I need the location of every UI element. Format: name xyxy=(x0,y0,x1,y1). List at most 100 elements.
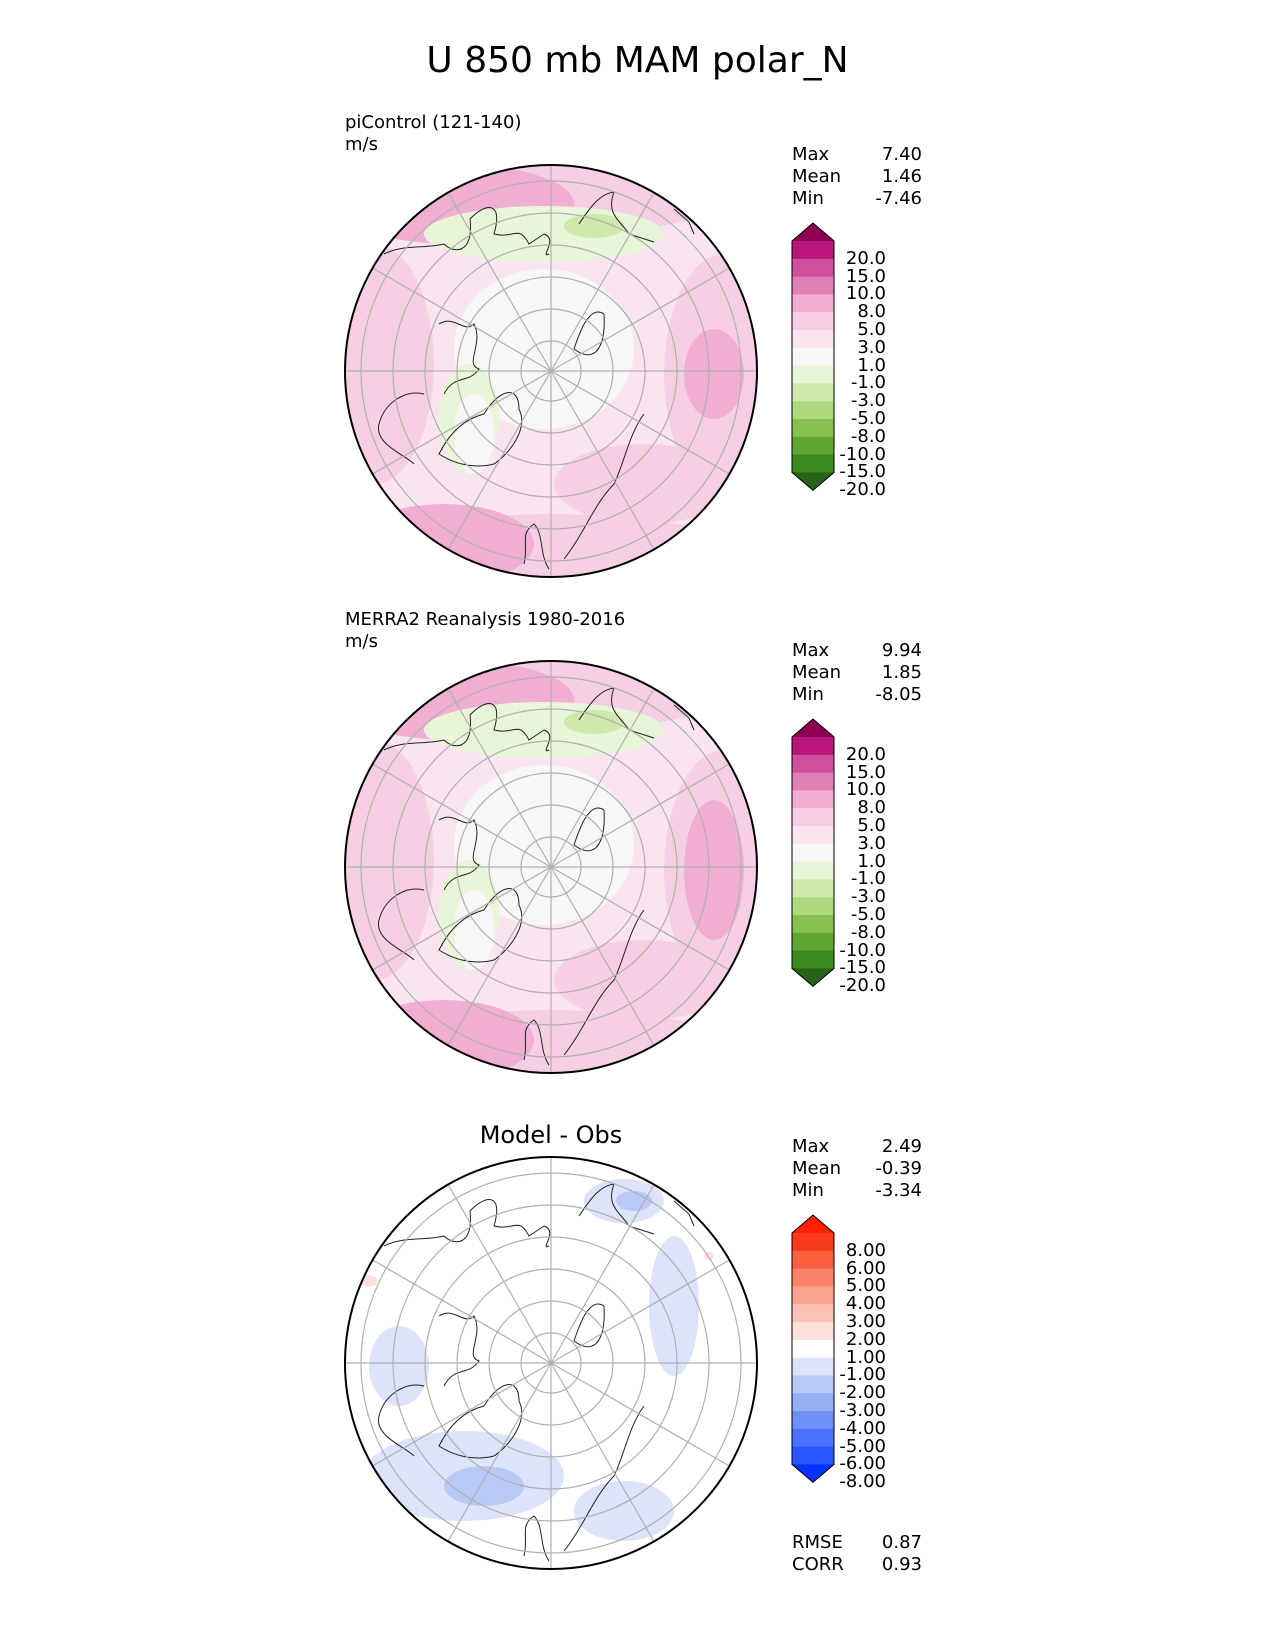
colorbar-tick-label: 3.0 xyxy=(857,832,886,854)
colorbar-tick-label: 20.0 xyxy=(845,743,886,765)
colorbar-segment xyxy=(792,383,834,402)
coastline xyxy=(673,208,695,235)
colorbar-tick-label: -1.0 xyxy=(850,868,886,890)
coastline xyxy=(523,1019,550,1066)
coastline xyxy=(438,1312,480,1387)
panel-2-units: m/s xyxy=(345,631,378,652)
colorbar-segment xyxy=(792,419,834,438)
colorbar-segment xyxy=(792,932,834,951)
colorbar-tick-label: 5.0 xyxy=(857,815,886,836)
panel-3-rmse: RMSE 0.87 xyxy=(792,1532,922,1553)
meridian-line xyxy=(550,1362,730,1467)
colorbar-segment xyxy=(792,401,834,420)
colorbar-tick-label: 3.00 xyxy=(845,1311,886,1332)
colorbar-tick-label: 10.0 xyxy=(845,779,886,801)
colorbar-segment xyxy=(792,1250,834,1269)
coastline xyxy=(378,392,425,465)
colorbar-segment xyxy=(792,737,834,756)
coastline xyxy=(438,392,523,467)
colorbar-tick-label: 1.0 xyxy=(857,354,886,376)
panel-1-stat-max: Max 7.40 xyxy=(792,144,922,165)
panel-1-colorbar xyxy=(791,222,835,492)
panel-1-stat-min: Min -7.46 xyxy=(792,188,922,209)
meridian-line xyxy=(372,866,552,971)
colorbar-tick-label: -1.0 xyxy=(850,372,886,394)
colorbar-extend-bottom xyxy=(792,472,834,491)
panel-1-stat-mean: Mean 1.46 xyxy=(792,166,922,187)
panel-3-corr: CORR 0.93 xyxy=(792,1554,922,1575)
meridian-line xyxy=(372,370,552,475)
colorbar-tick-label: -15.0 xyxy=(839,957,886,979)
panel-2-stat-min: Min -8.05 xyxy=(792,684,922,705)
colorbar-tick-label: -5.0 xyxy=(850,904,886,925)
map-boundary xyxy=(344,1156,758,1570)
panel-2-colorbar-ticks: 20.0 15.0 10.0 8.0 5.0 3.0 1.0 -1.0 -3.0 -5.0 -8.0… xyxy=(836,0,886,1650)
meridian-line xyxy=(550,370,655,550)
coastline xyxy=(469,207,551,256)
colorbar-segment xyxy=(792,347,834,366)
colorbar-segment xyxy=(792,1428,834,1447)
colorbar-extend-top xyxy=(792,1215,834,1233)
meridian-line xyxy=(550,688,655,868)
meridian-line xyxy=(550,1184,655,1364)
colorbar-segment xyxy=(792,1286,834,1305)
colorbar-tick-label: 15.0 xyxy=(845,761,886,783)
meridian-line xyxy=(550,1362,655,1542)
colorbar-segment xyxy=(792,790,834,809)
map-field xyxy=(345,1157,757,1569)
meridian-line xyxy=(447,688,552,868)
panel-3-colorbar xyxy=(791,1214,835,1484)
meridian-line xyxy=(550,192,655,372)
field-region xyxy=(444,1466,524,1506)
panel-3-stat-min: Min -3.34 xyxy=(792,1180,922,1201)
meridian-line xyxy=(372,763,552,868)
colorbar-tick-label: -5.0 xyxy=(850,408,886,429)
panel-2-label: MERRA2 Reanalysis 1980-2016 xyxy=(345,609,626,630)
meridian-line xyxy=(550,763,730,868)
colorbar-tick-label: -20.0 xyxy=(839,479,886,501)
field-region xyxy=(361,1275,377,1287)
colorbar-segment xyxy=(792,276,834,295)
colorbar-segment xyxy=(792,1375,834,1394)
colorbar-segment xyxy=(792,772,834,791)
colorbar-outline xyxy=(791,222,835,492)
field-region xyxy=(454,269,634,429)
colorbar-segment xyxy=(792,915,834,934)
colorbar-segment xyxy=(792,1339,834,1358)
colorbar-tick-label: 10.0 xyxy=(845,283,886,305)
colorbar-tick-label: -15.0 xyxy=(839,461,886,483)
meridian-line xyxy=(550,267,730,372)
panel-1-units: m/s xyxy=(345,134,378,155)
colorbar-segment xyxy=(792,843,834,862)
coastline xyxy=(573,1303,605,1348)
colorbar-segment xyxy=(792,897,834,916)
field-region xyxy=(684,800,744,940)
colorbar-segment xyxy=(792,754,834,773)
colorbar-extend-top xyxy=(792,223,834,241)
colorbar-tick-label: -4.00 xyxy=(839,1417,886,1439)
colorbar-tick-label: 6.00 xyxy=(845,1257,886,1279)
coastline xyxy=(563,909,645,1056)
colorbar-tick-label: 8.0 xyxy=(857,301,886,323)
field-region xyxy=(564,214,624,238)
colorbar-extend-bottom xyxy=(792,1464,834,1483)
meridian-line xyxy=(372,1362,552,1467)
colorbar-segment xyxy=(792,1446,834,1465)
map-field xyxy=(345,661,757,1073)
colorbar-segment xyxy=(792,365,834,384)
colorbar-tick-label: 8.0 xyxy=(857,797,886,819)
field-region xyxy=(345,244,434,484)
colorbar-segment xyxy=(792,294,834,313)
panel-3-stat-max: Max 2.49 xyxy=(792,1136,922,1157)
panel-1-colorbar-ticks: 20.0 15.0 10.0 8.0 5.0 3.0 1.0 -1.0 -3.0 -5.0 -8.0… xyxy=(836,0,886,1650)
coastline xyxy=(383,714,471,751)
colorbar-segment xyxy=(792,241,834,260)
colorbar-tick-label: -1.00 xyxy=(839,1364,886,1386)
colorbar-outline xyxy=(791,1214,835,1484)
colorbar-extend-top xyxy=(792,719,834,737)
meridian-line xyxy=(550,866,655,1046)
panel-2-polar-map xyxy=(344,660,758,1074)
colorbar-tick-label: 8.00 xyxy=(845,1239,886,1261)
panel-3-metrics: RMSE 0.87 CORR 0.93 xyxy=(792,1532,922,1576)
colorbar-tick-label: -6.00 xyxy=(839,1453,886,1475)
